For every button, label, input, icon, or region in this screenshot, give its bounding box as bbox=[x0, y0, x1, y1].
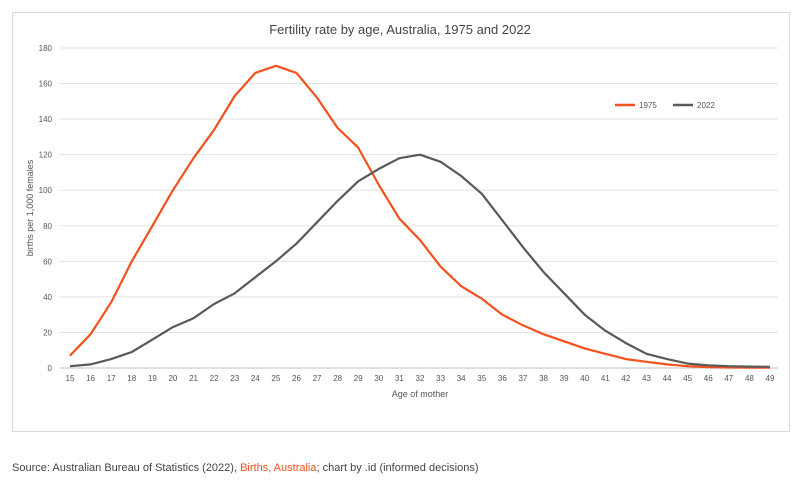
x-tick-label: 43 bbox=[642, 374, 651, 383]
x-tick-label: 28 bbox=[333, 374, 342, 383]
x-tick-label: 39 bbox=[560, 374, 569, 383]
x-tick-label: 18 bbox=[127, 374, 136, 383]
chart-frame bbox=[12, 12, 790, 432]
x-tick-label: 27 bbox=[313, 374, 322, 383]
y-tick-label: 120 bbox=[39, 151, 53, 160]
x-tick-label: 35 bbox=[477, 374, 486, 383]
x-tick-label: 33 bbox=[436, 374, 445, 383]
y-tick-label: 140 bbox=[39, 115, 53, 124]
x-tick-label: 44 bbox=[663, 374, 672, 383]
series-line-1975 bbox=[69, 64, 770, 369]
x-tick-label: 37 bbox=[518, 374, 527, 383]
source-suffix: ; chart by .id (informed decisions) bbox=[316, 462, 479, 474]
x-tick-label: 25 bbox=[271, 374, 280, 383]
fertility-chart: Fertility rate by age, Australia, 1975 a… bbox=[25, 22, 778, 399]
x-axis-label: Age of mother bbox=[392, 389, 449, 399]
source-note: Source: Australian Bureau of Statistics … bbox=[12, 462, 479, 474]
legend-label-1975: 1975 bbox=[639, 101, 657, 110]
x-tick-label: 47 bbox=[724, 374, 733, 383]
source-link[interactable]: Births, Australia bbox=[240, 462, 317, 474]
x-tick-label: 40 bbox=[580, 374, 589, 383]
x-tick-label: 46 bbox=[704, 374, 713, 383]
x-tick-label: 42 bbox=[621, 374, 630, 383]
x-tick-label: 16 bbox=[86, 374, 95, 383]
series-line-2022 bbox=[69, 153, 771, 368]
chart-title: Fertility rate by age, Australia, 1975 a… bbox=[269, 22, 531, 37]
x-tick-label: 36 bbox=[498, 374, 507, 383]
y-tick-label: 0 bbox=[48, 364, 53, 373]
y-tick-label: 80 bbox=[43, 222, 52, 231]
x-tick-label: 38 bbox=[539, 374, 548, 383]
y-tick-label: 100 bbox=[39, 186, 53, 195]
x-tick-label: 17 bbox=[107, 374, 116, 383]
x-tick-label: 24 bbox=[251, 374, 260, 383]
x-tick-label: 30 bbox=[374, 374, 383, 383]
x-tick-label: 23 bbox=[230, 374, 239, 383]
x-tick-label: 32 bbox=[416, 374, 425, 383]
x-tick-label: 31 bbox=[395, 374, 404, 383]
y-tick-label: 20 bbox=[43, 328, 52, 337]
y-tick-label: 180 bbox=[39, 44, 53, 53]
legend-label-2022: 2022 bbox=[697, 101, 715, 110]
x-tick-label: 34 bbox=[457, 374, 466, 383]
y-tick-label: 40 bbox=[43, 293, 52, 302]
x-tick-label: 21 bbox=[189, 374, 198, 383]
x-tick-label: 26 bbox=[292, 374, 301, 383]
y-tick-label: 160 bbox=[39, 80, 53, 89]
x-tick-label: 29 bbox=[354, 374, 363, 383]
x-tick-label: 19 bbox=[148, 374, 157, 383]
x-tick-label: 45 bbox=[683, 374, 692, 383]
y-tick-label: 60 bbox=[43, 257, 52, 266]
x-tick-label: 20 bbox=[168, 374, 177, 383]
y-axis-label: births per 1,000 females bbox=[25, 159, 35, 256]
x-tick-label: 15 bbox=[66, 374, 75, 383]
x-tick-label: 48 bbox=[745, 374, 754, 383]
source-text: Source: Australian Bureau of Statistics … bbox=[12, 462, 241, 474]
x-tick-label: 49 bbox=[766, 374, 775, 383]
x-tick-label: 41 bbox=[601, 374, 610, 383]
x-tick-label: 22 bbox=[210, 374, 219, 383]
